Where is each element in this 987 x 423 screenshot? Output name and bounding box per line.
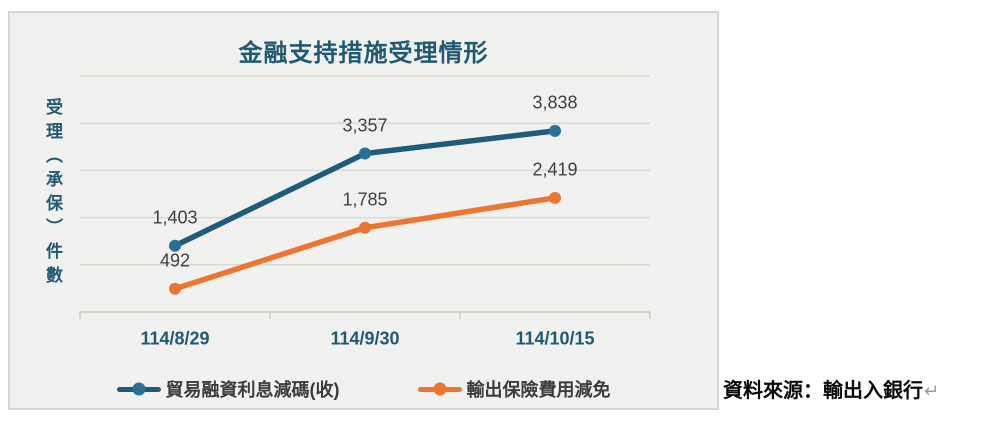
x-axis-tick-label: 114/9/30 xyxy=(330,328,400,349)
data-point-marker xyxy=(169,282,181,295)
legend-item: 貿易融資利息減碼(收) xyxy=(116,376,340,402)
series-line xyxy=(172,195,558,292)
data-label: 1,785 xyxy=(342,189,388,210)
y-axis-title: 受理（承保）件數 xyxy=(43,98,62,290)
source-note: 資料來源：輸出入銀行↵ xyxy=(723,374,939,403)
data-point-marker xyxy=(359,221,371,234)
x-axis-tick-label: 114/10/15 xyxy=(515,328,595,349)
return-mark-icon: ↵ xyxy=(924,381,940,401)
legend-item: 輸出保險費用減免 xyxy=(417,376,611,402)
data-point-marker xyxy=(169,239,181,252)
legend-item-label: 貿易融資利息減碼(收) xyxy=(165,380,340,400)
chart-title: 金融支持措施受理情形 xyxy=(238,40,489,67)
data-label: 3,357 xyxy=(342,115,388,136)
chart-card: 金融支持措施受理情形 受理（承保）件數 1,403 3,357 3,838 492 1,… xyxy=(8,11,719,410)
data-label: 1,403 xyxy=(152,207,198,228)
x-axis-tick-label: 114/8/29 xyxy=(140,328,210,349)
legend-item-label: 輸出保險費用減免 xyxy=(466,380,611,400)
data-point-marker xyxy=(549,191,561,204)
plot-area xyxy=(79,75,651,319)
data-label: 2,419 xyxy=(532,159,578,180)
data-label: 492 xyxy=(159,250,191,271)
legend-dot-icon xyxy=(132,382,145,396)
legend-line-marker-icon xyxy=(417,382,462,396)
data-label: 3,838 xyxy=(532,92,578,113)
legend-line-marker-icon xyxy=(116,382,161,396)
legend-dot-icon xyxy=(433,382,446,396)
source-note-text: 資料來源：輸出入銀行 xyxy=(723,380,923,402)
data-point-marker xyxy=(549,124,561,137)
chart-legend: 貿易融資利息減碼(收) 輸出保險費用減免 xyxy=(10,376,717,402)
data-point-marker xyxy=(359,147,371,160)
